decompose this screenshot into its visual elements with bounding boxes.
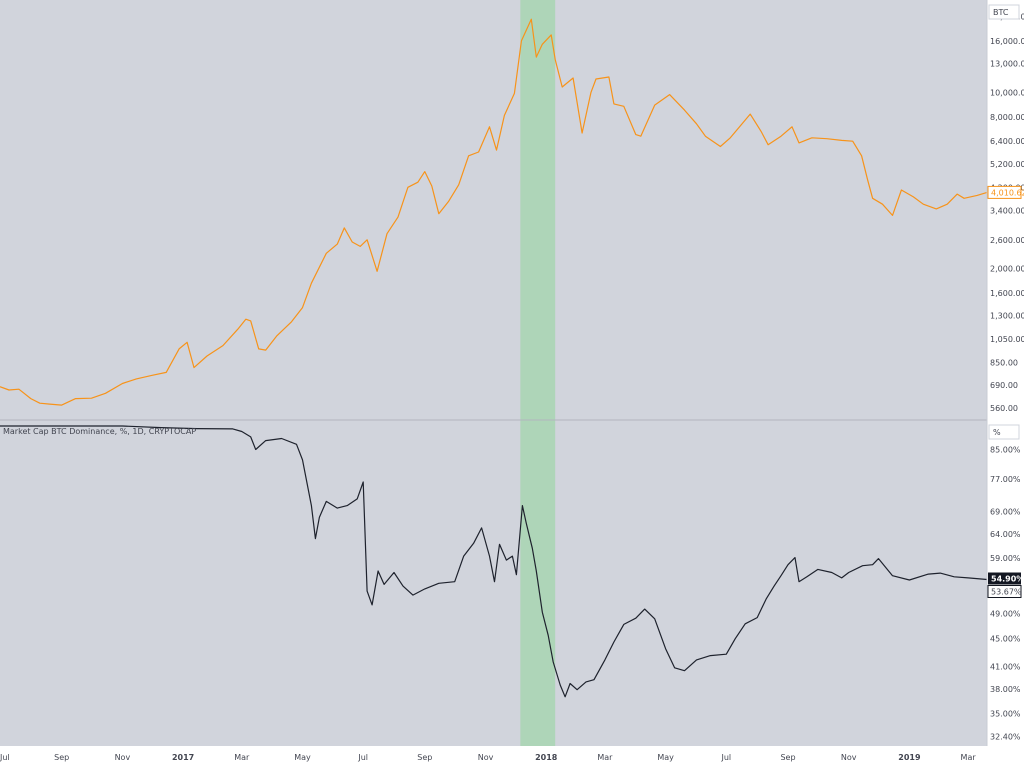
x-tick-label: Jul: [720, 753, 731, 762]
bottom-y-tick-label: 41.00%: [990, 662, 1021, 671]
bottom-y-tick-label: 64.00%: [990, 530, 1021, 539]
top-y-tick-label: 560.00: [990, 404, 1018, 413]
top-unit-label[interactable]: BTC: [993, 8, 1009, 17]
top-y-tick-label: 13,000.00: [990, 60, 1024, 69]
x-tick-label: Sep: [417, 753, 432, 762]
dominance-last-value-label: 54.90%: [991, 575, 1024, 584]
top-y-tick-label: 8,000.00: [990, 113, 1024, 122]
top-unit-box[interactable]: [988, 4, 1020, 20]
series-layer: [0, 18, 988, 698]
bottom-unit-box[interactable]: [988, 424, 1020, 440]
x-tick-label: 2018: [535, 753, 558, 762]
x-tick-label: Jul: [0, 753, 10, 762]
axis-layer: 20,000.0016,000.0013,000.0010,000.008,00…: [0, 4, 1024, 762]
bottom-y-tick-label: 77.00%: [990, 475, 1021, 484]
top-y-tick-label: 16,000.00: [990, 37, 1024, 46]
highlight-band: [520, 0, 556, 746]
x-tick-label: Mar: [597, 753, 613, 762]
price-last-value-box: [987, 185, 1022, 199]
dominance-last-value-box: [988, 572, 1021, 585]
top-y-tick-label: 850.00: [990, 358, 1018, 367]
top-y-tick-label: 1,050.00: [990, 335, 1024, 344]
bottom-y-tick-label: 32.40%: [990, 732, 1021, 741]
top-y-tick-label: 690.00: [990, 381, 1018, 390]
price-axis-panel[interactable]: [987, 0, 1024, 746]
price-last-value-label: 4,010.62: [991, 188, 1024, 197]
x-tick-label: Nov: [115, 753, 131, 762]
bottom-y-tick-label: 35.00%: [990, 709, 1021, 718]
x-tick-label: 2019: [898, 753, 921, 762]
top-y-tick-label: 10,000.00: [990, 88, 1024, 97]
x-tick-label: Nov: [478, 753, 494, 762]
bottom-y-tick-label: 59.00%: [990, 554, 1021, 563]
bottom-y-tick-label: 85.00%: [990, 446, 1021, 455]
x-tick-label: Jul: [357, 753, 368, 762]
x-tick-label: 2017: [172, 753, 194, 762]
btc-price-line[interactable]: [0, 18, 988, 406]
bottom-y-tick-label: 69.00%: [990, 508, 1021, 517]
time-axis-panel[interactable]: [0, 746, 1024, 768]
bottom-y-tick-label: 38.00%: [990, 685, 1021, 694]
btc-dominance-line[interactable]: [0, 425, 988, 698]
x-tick-label: Mar: [961, 753, 977, 762]
dominance-secondary-value-label: 53.67%: [991, 588, 1022, 597]
x-tick-label: May: [657, 753, 674, 762]
bottom-unit-label[interactable]: %: [993, 428, 1001, 437]
top-y-tick-label: 1,600.00: [990, 289, 1024, 298]
x-tick-label: Sep: [780, 753, 795, 762]
x-tick-label: Sep: [54, 753, 69, 762]
highlight-layer: [520, 0, 556, 746]
bottom-y-tick-label: 49.00%: [990, 609, 1021, 618]
x-tick-label: May: [294, 753, 311, 762]
top-y-tick-label: 1,300.00: [990, 312, 1024, 321]
top-y-tick-label: 6,400.00: [990, 137, 1024, 146]
top-y-tick-label: 2,600.00: [990, 236, 1024, 245]
x-tick-label: Mar: [234, 753, 250, 762]
top-y-tick-label: 2,000.00: [990, 265, 1024, 274]
bottom-y-tick-label: 45.00%: [990, 635, 1021, 644]
x-tick-label: Nov: [841, 753, 857, 762]
top-y-tick-label: 3,400.00: [990, 206, 1024, 215]
dominance-secondary-value-box: [987, 585, 1022, 599]
top-y-tick-label: 5,200.00: [990, 160, 1024, 169]
dominance-legend-title[interactable]: Market Cap BTC Dominance, %, 1D, CRYPTOC…: [3, 427, 196, 436]
